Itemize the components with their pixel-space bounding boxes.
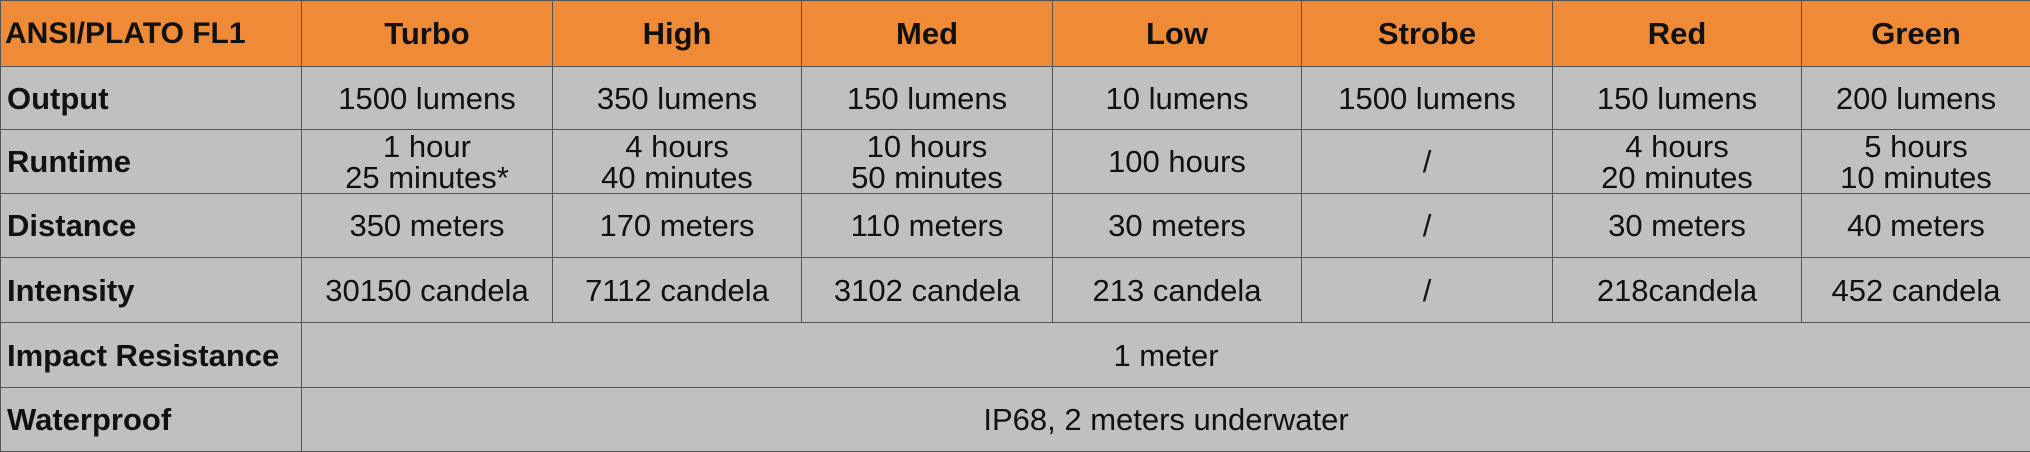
intensity-high: 7112 candela — [553, 258, 802, 323]
output-row: Output 1500 lumens 350 lumens 150 lumens… — [1, 67, 2030, 130]
waterproof-row: Waterproof IP68, 2 meters underwater — [1, 388, 2030, 452]
runtime-med: 10 hours 50 minutes — [802, 130, 1053, 194]
intensity-row: Intensity 30150 candela 7112 candela 310… — [1, 258, 2030, 323]
runtime-row: Runtime 1 hour 25 minutes* 4 hours 40 mi… — [1, 130, 2030, 194]
impact-resistance-row: Impact Resistance 1 meter — [1, 323, 2030, 388]
runtime-turbo-line-1: 1 hour — [302, 131, 552, 162]
runtime-strobe: / — [1302, 130, 1553, 194]
runtime-low-line-1: 100 hours — [1053, 146, 1301, 177]
runtime-turbo: 1 hour 25 minutes* — [302, 130, 553, 194]
output-green: 200 lumens — [1802, 67, 2030, 130]
mode-low-header: Low — [1053, 1, 1302, 67]
distance-turbo: 350 meters — [302, 194, 553, 258]
runtime-low: 100 hours — [1053, 130, 1302, 194]
distance-label: Distance — [1, 194, 302, 258]
mode-green-header: Green — [1802, 1, 2030, 67]
intensity-red: 218candela — [1553, 258, 1802, 323]
mode-red-header: Red — [1553, 1, 1802, 67]
waterproof-label: Waterproof — [1, 388, 302, 452]
intensity-med: 3102 candela — [802, 258, 1053, 323]
intensity-low: 213 candela — [1053, 258, 1302, 323]
output-turbo: 1500 lumens — [302, 67, 553, 130]
output-med: 150 lumens — [802, 67, 1053, 130]
distance-red: 30 meters — [1553, 194, 1802, 258]
runtime-high-line-2: 40 minutes — [553, 162, 801, 193]
output-red: 150 lumens — [1553, 67, 1802, 130]
runtime-green: 5 hours 10 minutes — [1802, 130, 2030, 194]
header-row: ANSI/PLATO FL1 Turbo High Med Low Strobe… — [1, 1, 2030, 67]
runtime-red-line-1: 4 hours — [1553, 131, 1801, 162]
output-strobe: 1500 lumens — [1302, 67, 1553, 130]
runtime-high-line-1: 4 hours — [553, 131, 801, 162]
distance-strobe: / — [1302, 194, 1553, 258]
impact-resistance-value: 1 meter — [302, 323, 2030, 388]
distance-med: 110 meters — [802, 194, 1053, 258]
output-high: 350 lumens — [553, 67, 802, 130]
mode-strobe-header: Strobe — [1302, 1, 1553, 67]
runtime-green-line-1: 5 hours — [1802, 131, 2030, 162]
mode-high-header: High — [553, 1, 802, 67]
standard-label: ANSI/PLATO FL1 — [1, 1, 302, 67]
runtime-high: 4 hours 40 minutes — [553, 130, 802, 194]
runtime-green-line-2: 10 minutes — [1802, 162, 2030, 193]
intensity-label: Intensity — [1, 258, 302, 323]
runtime-med-line-2: 50 minutes — [802, 162, 1052, 193]
impact-resistance-label: Impact Resistance — [1, 323, 302, 388]
runtime-label: Runtime — [1, 130, 302, 194]
mode-med-header: Med — [802, 1, 1053, 67]
runtime-red: 4 hours 20 minutes — [1553, 130, 1802, 194]
runtime-med-line-1: 10 hours — [802, 131, 1052, 162]
distance-green: 40 meters — [1802, 194, 2030, 258]
intensity-turbo: 30150 candela — [302, 258, 553, 323]
intensity-green: 452 candela — [1802, 258, 2030, 323]
intensity-strobe: / — [1302, 258, 1553, 323]
runtime-strobe-line-1: / — [1302, 146, 1552, 177]
runtime-red-line-2: 20 minutes — [1553, 162, 1801, 193]
runtime-turbo-line-2: 25 minutes* — [302, 162, 552, 193]
distance-low: 30 meters — [1053, 194, 1302, 258]
distance-row: Distance 350 meters 170 meters 110 meter… — [1, 194, 2030, 258]
output-label: Output — [1, 67, 302, 130]
waterproof-value: IP68, 2 meters underwater — [302, 388, 2030, 452]
mode-turbo-header: Turbo — [302, 1, 553, 67]
output-low: 10 lumens — [1053, 67, 1302, 130]
distance-high: 170 meters — [553, 194, 802, 258]
